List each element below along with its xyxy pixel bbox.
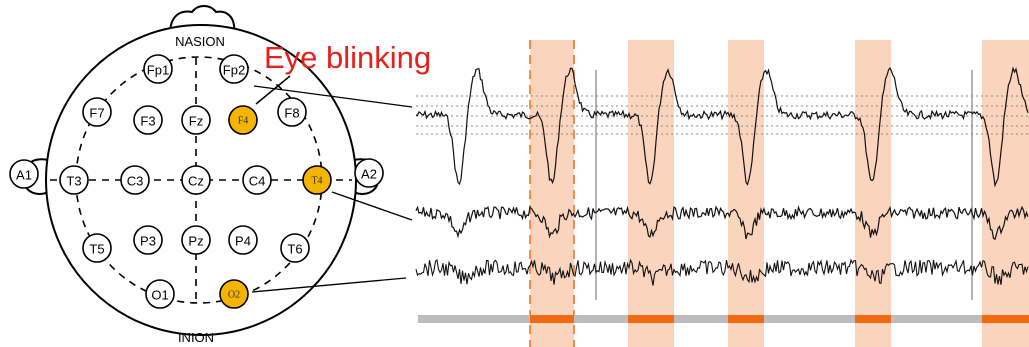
electrode-circle: [9, 159, 39, 189]
blink-band: [530, 40, 574, 347]
electrode-label: T3: [66, 174, 81, 189]
trace-o2: [415, 258, 1029, 286]
electrode-label: T6: [287, 242, 302, 257]
electrode-label: C3: [127, 174, 144, 189]
connector-f4: [253, 85, 413, 108]
blink-band: [728, 40, 764, 347]
blink-band: [628, 40, 674, 347]
electrode-o1: O1: [145, 279, 175, 309]
event-bar-marker: [982, 315, 1029, 323]
electrode-circle: [228, 225, 258, 255]
electrode-p4: P4: [228, 225, 258, 255]
electrode-circle: [219, 279, 249, 309]
electrode-fp2: Fp2: [219, 54, 249, 84]
electrode-label: T4: [311, 176, 322, 187]
electrode-t4: T4: [302, 165, 332, 195]
electrode-a1: A1: [9, 159, 39, 189]
signal-panel: [415, 40, 1029, 347]
electrode-label: A2: [361, 167, 377, 182]
electrode-label: Fz: [189, 114, 203, 129]
electrode-circle: [59, 165, 89, 195]
electrode-cz: Cz: [181, 165, 211, 195]
electrode-circle: [277, 97, 307, 127]
electrode-label: O1: [151, 288, 168, 303]
electrode-label: Fp2: [223, 63, 245, 78]
electrode-label: Fp1: [147, 63, 169, 78]
eye-blinking-label: Eye blinking: [264, 40, 431, 75]
electrode-t6: T6: [280, 233, 310, 263]
inion-label: INION: [178, 330, 214, 345]
electrode-f8: F8: [277, 97, 307, 127]
electrode-montage: NASION INION Fp1 Fp2 F7 F3 Fz F4 F8 A1 T3 C3 Cz C4 T…: [9, 5, 384, 345]
electrode-label: F8: [284, 106, 299, 121]
electrode-label: C4: [249, 174, 266, 189]
connector-o2: [251, 277, 407, 293]
electrode-circle: [133, 225, 163, 255]
event-bar-marker: [628, 315, 674, 323]
electrode-label: F7: [89, 106, 104, 121]
electrode-f3: F3: [133, 105, 163, 135]
electrode-c3: C3: [120, 165, 150, 195]
electrode-label: F3: [140, 114, 155, 129]
electrode-circle: [242, 165, 272, 195]
electrode-fz: Fz: [181, 105, 211, 135]
electrode-c4: C4: [242, 165, 272, 195]
electrode-label: Pz: [188, 234, 203, 249]
event-bar-marker: [728, 315, 764, 323]
electrode-fp1: Fp1: [143, 54, 173, 84]
electrode-p3: P3: [133, 225, 163, 255]
electrode-label: A1: [16, 168, 32, 183]
event-bar-markers: [530, 315, 1029, 323]
electrode-label: P3: [140, 234, 156, 249]
electrode-pz: Pz: [181, 225, 211, 255]
electrode-f7: F7: [82, 97, 112, 127]
connector-t4: [331, 191, 413, 221]
blink-band: [855, 40, 891, 347]
trace-f4: [415, 66, 1029, 188]
electrode-circle: [228, 105, 258, 135]
event-bar-track: [418, 315, 1029, 323]
electrode-t3: T3: [59, 165, 89, 195]
electrode-circle: [133, 105, 163, 135]
electrode-label: Cz: [188, 174, 204, 189]
electrode-circle: [181, 225, 211, 255]
electrode-label: F4: [238, 116, 249, 127]
electrode-circle: [82, 233, 112, 263]
electrode-label: O2: [228, 290, 240, 301]
electrode-circle: [354, 158, 384, 188]
electrode-t5: T5: [82, 233, 112, 263]
blink-highlight-bands: [530, 40, 1029, 347]
electrode-label: P4: [235, 234, 251, 249]
electrode-a2: A2: [354, 158, 384, 188]
electrodes: Fp1 Fp2 F7 F3 Fz F4 F8 A1 T3 C3 Cz C4 T4 A2 T5 P3 Pz P4 T6…: [9, 54, 384, 309]
electrode-circle: [82, 97, 112, 127]
electrode-circle: [143, 54, 173, 84]
eye-blinking-pointer: [255, 75, 291, 105]
electrode-circle: [145, 279, 175, 309]
trace-t4: [415, 205, 1029, 241]
electrode-f4: F4: [228, 105, 258, 135]
electrode-circle: [280, 233, 310, 263]
electrode-circle: [302, 165, 332, 195]
nasion-label: NASION: [175, 34, 225, 49]
electrode-circle: [120, 165, 150, 195]
electrode-circle: [181, 165, 211, 195]
electrode-o2: O2: [219, 279, 249, 309]
event-bar-marker: [855, 315, 891, 323]
electrode-circle: [219, 54, 249, 84]
electrode-label: T5: [89, 242, 104, 257]
blink-band: [982, 40, 1029, 347]
electrode-circle: [181, 105, 211, 135]
event-bar-marker: [530, 315, 574, 323]
